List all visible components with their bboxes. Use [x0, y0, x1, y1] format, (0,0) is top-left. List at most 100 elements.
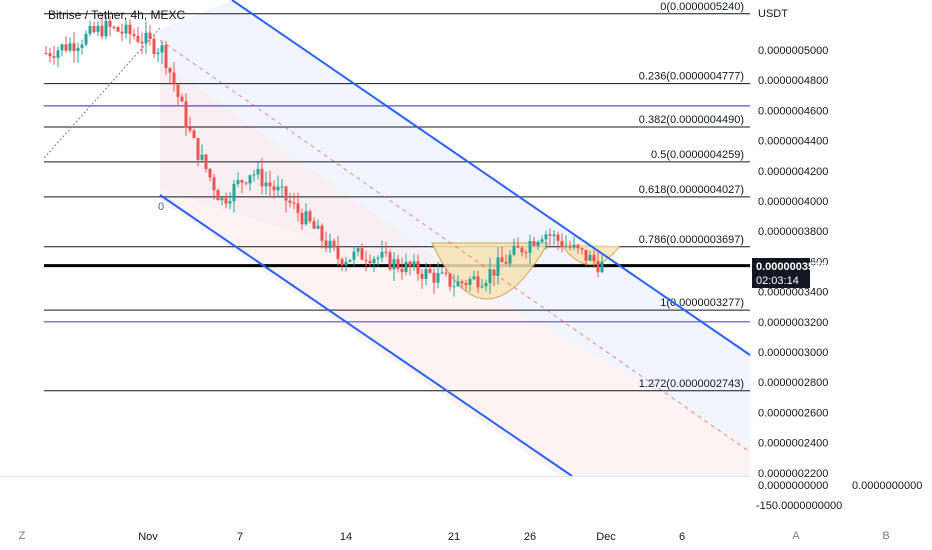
lower-min-value: -150.0000000000 [756, 500, 843, 512]
channel-lower-line[interactable] [159, 194, 573, 477]
candle-body [316, 225, 320, 229]
time-tick: 14 [340, 531, 352, 543]
candle-body [340, 259, 344, 266]
candle-body [304, 211, 308, 225]
candle-body [476, 276, 480, 288]
candle-body [548, 234, 552, 236]
fibonacci-levels: 0(0.0000005240) 0.236(0.0000004777) 0.382(… [44, 1, 750, 392]
candle-body [512, 245, 516, 255]
candle-body [468, 279, 472, 285]
fib-label: 0.618(0.0000004027) [639, 184, 744, 196]
candle-body [48, 53, 52, 57]
candle-body [208, 168, 212, 178]
fib-label: 0.786(0.0000003697) [639, 234, 744, 246]
candle-body [224, 198, 228, 204]
channel-upper-fill [160, 0, 750, 445]
lower-side-value: 0.0000000000 [852, 480, 923, 492]
candle-body [240, 180, 244, 183]
candle-body [256, 168, 260, 175]
candle-body [488, 269, 492, 284]
price-axis[interactable]: USDT 0.0000005000 0.0000004800 0.0000004600… [758, 8, 828, 480]
candle-body [420, 273, 424, 279]
candle-body [332, 240, 336, 247]
channel-upper-line[interactable] [231, 0, 751, 356]
candle-body [120, 31, 124, 34]
candle-body [412, 261, 416, 267]
time-axis[interactable]: Nov 7 14 21 26 Dec 6 [138, 531, 685, 543]
fib-label: 0.5(0.0000004259) [651, 149, 744, 161]
candle-body [544, 234, 548, 240]
candle-body [84, 33, 88, 45]
candle-body [104, 20, 108, 37]
bar-mode-button[interactable]: B [882, 530, 890, 542]
candle-body [508, 254, 512, 264]
candle-body [216, 190, 220, 201]
candle-body [192, 130, 196, 139]
candle-body [348, 259, 352, 262]
candle-body [244, 182, 248, 184]
candle-body [168, 68, 172, 73]
price-tick: 0.0000002400 [758, 438, 828, 450]
candle-body [444, 272, 448, 274]
candle-body [300, 212, 304, 225]
candle-body [452, 286, 456, 288]
candle-body [388, 252, 392, 270]
candle-body [164, 45, 168, 69]
candle-body [220, 198, 224, 201]
currency-label: USDT [758, 8, 788, 20]
price-tick: 0.0000004400 [758, 136, 828, 148]
candle-body [284, 186, 288, 201]
candle-body [424, 268, 428, 279]
candle-body [448, 273, 452, 287]
candle-body [592, 254, 596, 262]
lower-axis-value: 0.0000000000 [758, 480, 829, 492]
candle-body [504, 262, 508, 264]
timezone-button[interactable]: Z [18, 530, 26, 542]
candle-body [428, 268, 432, 273]
candle-body [436, 273, 440, 283]
candle-body [176, 84, 180, 97]
pane-separator[interactable] [0, 476, 750, 477]
candle-body [88, 26, 92, 34]
candle-body [188, 127, 192, 131]
time-tick: 7 [237, 531, 243, 543]
candle-body [76, 47, 80, 52]
candle-body [236, 180, 240, 184]
candle-body [520, 247, 524, 253]
candle-body [352, 251, 356, 260]
candle-body [152, 38, 156, 54]
fib-label: 1(0.0000003277) [660, 297, 744, 309]
candle-body [184, 101, 188, 128]
candle-body [112, 26, 116, 28]
candle-body [360, 248, 364, 260]
candle-body [160, 45, 164, 53]
price-tick: 0.0000004600 [758, 105, 828, 117]
fib-label: 0.236(0.0000004777) [639, 71, 744, 83]
price-tick: 0.0000004000 [758, 196, 828, 208]
chart-title: Bitrise / Tether, 4h, MEXC [48, 8, 186, 22]
candle-body [172, 72, 176, 85]
candle-body [568, 245, 572, 248]
time-tick: 21 [448, 531, 460, 543]
candle-body [200, 154, 204, 160]
candle-body [536, 241, 540, 246]
candle-body [144, 32, 148, 44]
candle-body [116, 27, 120, 32]
auto-scale-button[interactable]: A [792, 530, 800, 542]
candle-body [124, 24, 128, 34]
candle-body [392, 259, 396, 270]
candle-body [260, 168, 264, 187]
candle-body [588, 254, 592, 261]
candle-body [400, 268, 404, 273]
candle-body [516, 245, 520, 248]
candle-body [96, 25, 100, 32]
candle-body [576, 244, 580, 249]
candle-body [324, 240, 328, 249]
candle-body [500, 257, 504, 263]
candle-body [596, 261, 600, 273]
candle-body [252, 174, 256, 176]
time-tick: Dec [596, 531, 616, 543]
candlestick-series [44, 14, 604, 297]
trend-dotted-line [43, 27, 161, 159]
